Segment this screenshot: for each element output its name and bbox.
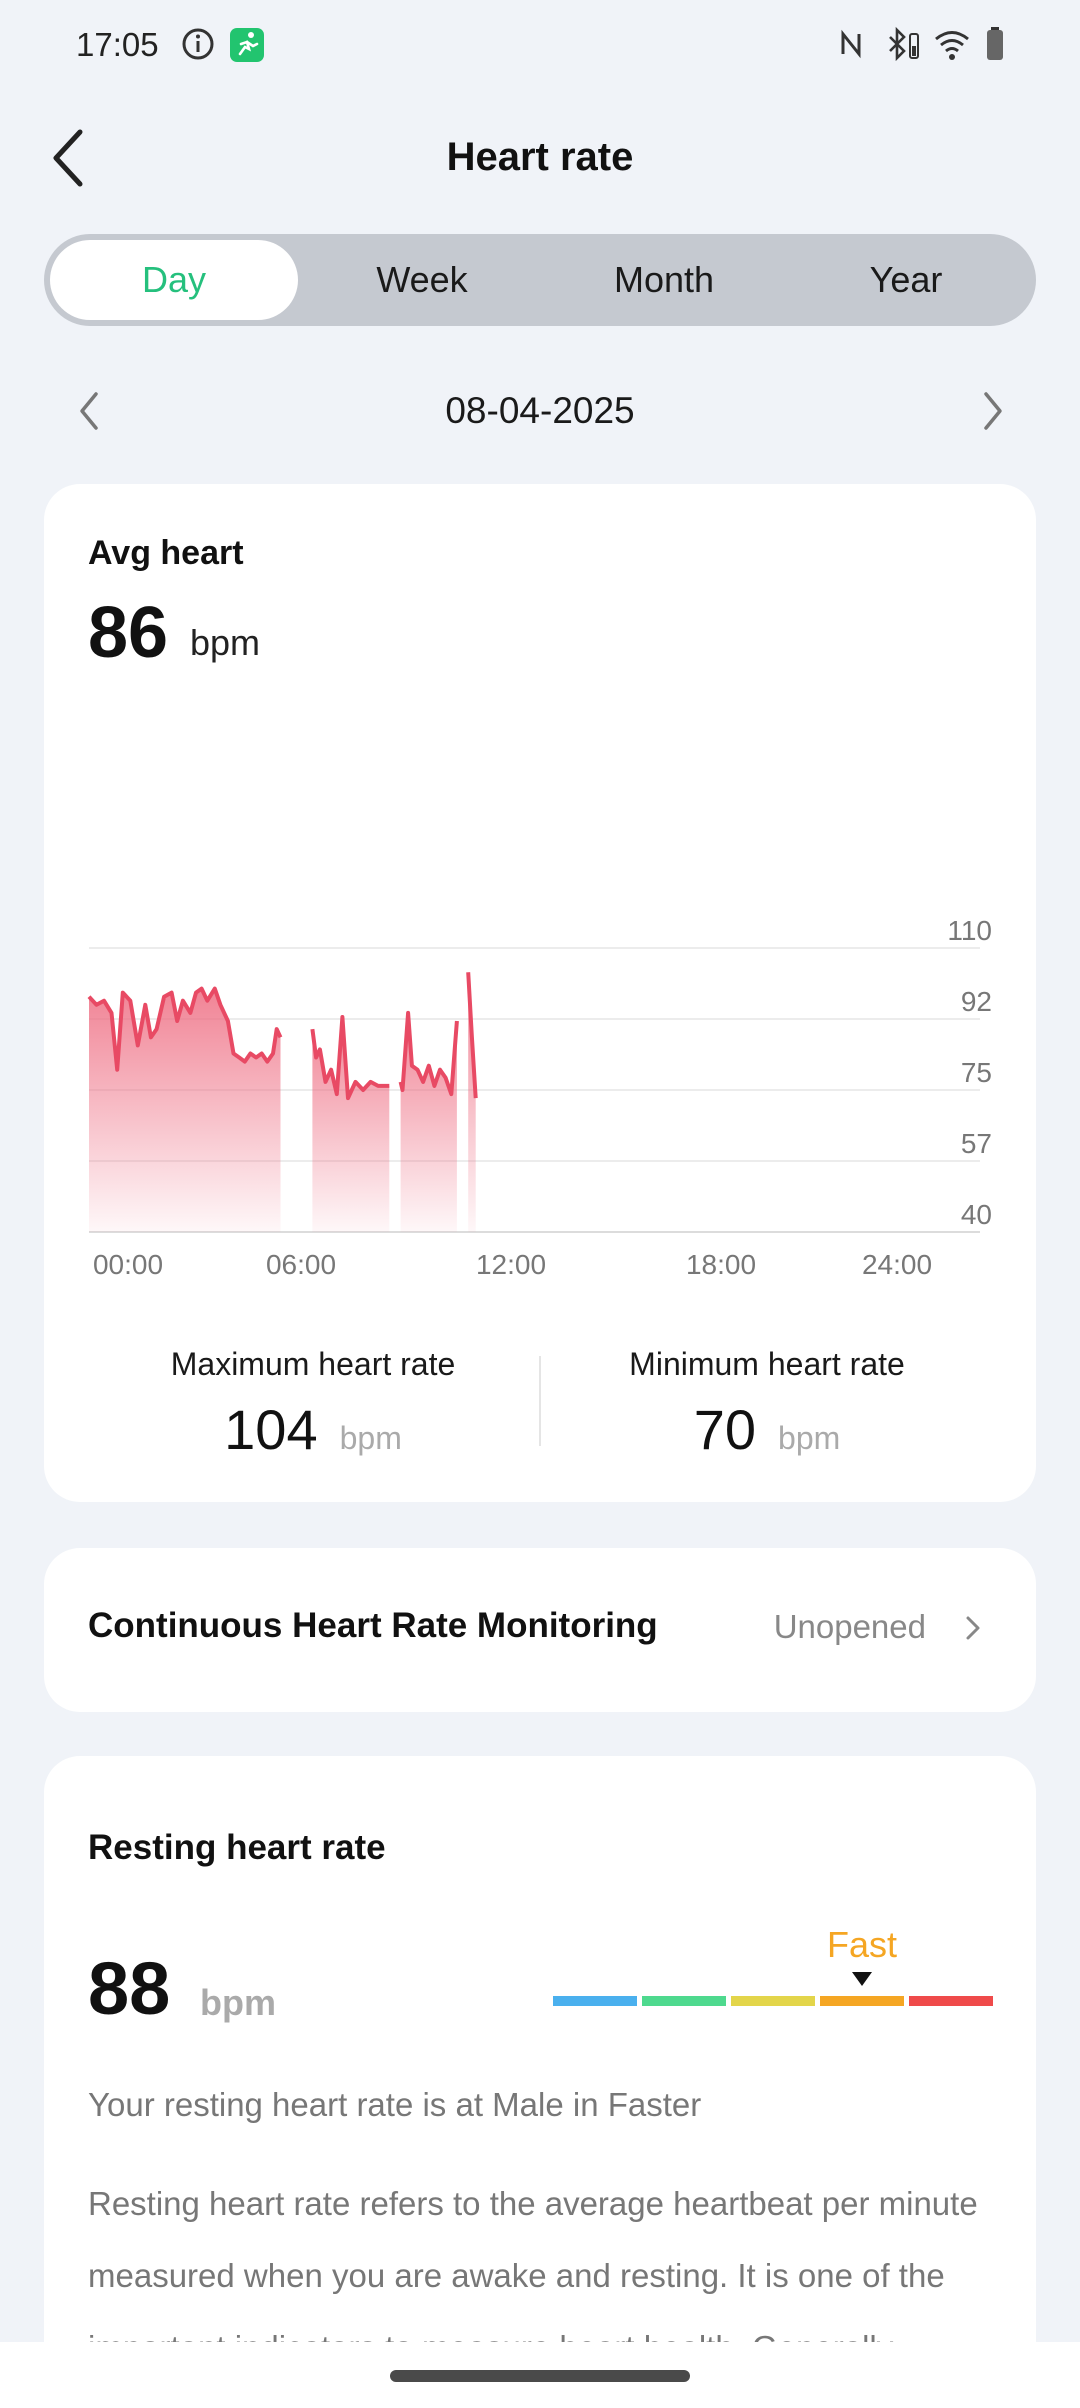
navigation-bar [0,2342,1080,2408]
scale-segment [820,1996,904,2006]
resting-heart-rate-note: Your resting heart rate is at Male in Fa… [88,2086,702,2123]
heart-rate-area [400,1012,457,1232]
continuous-monitoring-status: Unopened [773,1608,926,1645]
y-tick-label: 75 [961,1057,992,1088]
continuous-monitoring-label: Continuous Heart Rate Monitoring [88,1606,658,1645]
nfc-icon [841,29,861,59]
period-tabs: Day Week Month Year [44,234,1036,326]
heart-rate-line [466,972,478,1099]
next-date-button[interactable] [972,386,1012,436]
heart-rate-chart-card: Avg heart 86 bpm 110 92 75 57 40 00:00 06:00 12… [44,484,1036,1502]
x-tick-label: 18:00 [686,1249,756,1280]
y-tick-label: 40 [961,1199,992,1230]
max-heart-rate-unit: bpm [339,1420,402,1456]
y-tick-label: 110 [947,915,992,946]
resting-heart-rate-card: Resting heart rate 88 bpm Fast Your rest… [44,1756,1036,2408]
resting-heart-rate-unit: bpm [200,1982,276,2023]
running-app-icon [230,28,264,62]
y-tick-label: 92 [961,986,992,1017]
heart-rate-area [312,1017,390,1232]
wifi-icon [935,31,969,60]
tab-week[interactable]: Week [376,259,468,300]
scale-segment [553,1996,637,2006]
heart-rate-chart: 110 92 75 57 40 00:00 06:00 12:00 18:00 24:00 [87,915,992,1280]
previous-date-button[interactable] [70,386,110,436]
tab-month[interactable]: Month [613,259,715,300]
max-heart-rate-value: 104 [224,1398,318,1461]
x-tick-label: 06:00 [266,1249,336,1280]
scale-segment [731,1996,815,2006]
min-heart-rate-value: 70 [693,1398,757,1461]
bluetooth-icon [889,26,919,62]
x-tick-label: 12:00 [476,1249,546,1280]
max-heart-rate-label: Maximum heart rate [170,1346,456,1382]
tab-year[interactable]: Year [869,259,943,300]
x-tick-label: 24:00 [862,1249,932,1280]
avg-heart-value: 86 [88,593,169,673]
heart-rate-line [87,986,283,1072]
tab-day[interactable]: Day [50,240,298,320]
continuous-monitoring-row[interactable]: Continuous Heart Rate Monitoring Unopene… [44,1548,1036,1712]
level-marker-icon [852,1972,872,1986]
status-time: 17:05 [76,26,159,63]
status-bar: 17:05 [0,0,1080,90]
stat-divider [539,1356,541,1446]
scale-segment [642,1996,726,2006]
resting-heart-rate-title: Resting heart rate [88,1828,386,1867]
heart-rate-line [398,1010,459,1097]
min-heart-rate: Minimum heart rate 70 bpm [542,1346,992,1462]
page-title: Heart rate [446,135,634,179]
y-tick-label: 57 [961,1128,992,1159]
min-heart-rate-unit: bpm [778,1420,841,1456]
max-heart-rate: Maximum heart rate 104 bpm [88,1346,538,1462]
resting-heart-rate-value: 88 [88,1947,171,2030]
avg-heart-title: Avg heart [88,534,244,572]
min-heart-rate-label: Minimum heart rate [629,1346,905,1382]
heart-rate-line [310,1015,390,1101]
heart-rate-area [89,988,281,1232]
scale-segment [909,1996,993,2006]
x-tick-label: 00:00 [93,1249,163,1280]
chevron-right-icon [966,1616,980,1640]
home-gesture-pill[interactable] [390,2370,690,2382]
info-icon [182,28,214,60]
avg-heart-unit: bpm [190,622,261,663]
date-label: 08-04-2025 [445,390,635,431]
back-button[interactable] [40,118,104,198]
resting-level-label: Fast [826,1924,897,1965]
battery-icon [987,27,1003,60]
